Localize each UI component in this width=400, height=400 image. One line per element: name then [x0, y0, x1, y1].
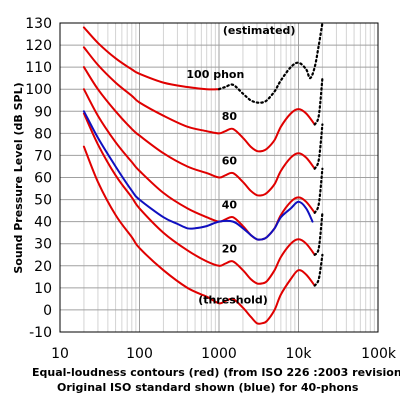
series-group — [82, 21, 324, 325]
plot-frame — [59, 22, 379, 333]
y-tick-label: 60 — [34, 171, 52, 187]
curve-label: (estimated) — [223, 24, 296, 37]
y-tick-label: 90 — [34, 104, 52, 120]
series-line — [82, 88, 316, 241]
y-tick-label: 50 — [34, 193, 52, 209]
series-line — [82, 110, 314, 241]
series-line — [82, 26, 220, 91]
y-tick-label: 70 — [34, 148, 52, 164]
caption-line-1: Equal-loudness contours (red) (from ISO … — [32, 366, 400, 379]
y-axis-label: Sound Pressure Level (dB SPL) — [12, 82, 25, 273]
series-line — [82, 112, 316, 285]
series-line — [313, 167, 324, 214]
y-tick-label: -10 — [29, 325, 52, 341]
caption-line-2: Original ISO standard shown (blue) for 4… — [57, 381, 359, 394]
curve-label: 100 phon — [186, 68, 244, 81]
series-line — [82, 145, 316, 325]
y-tick-label: 80 — [34, 126, 52, 142]
curve-label: 20 — [222, 243, 238, 256]
y-tick-label: 100 — [25, 82, 52, 98]
series-line — [313, 77, 324, 126]
series-line — [313, 123, 324, 170]
x-tick-labels: 10 100 1000 10k 100k — [51, 346, 397, 362]
y-tick-label: 130 — [25, 16, 52, 32]
y-tick-labels: -10 0 10 20 30 40 50 60 70 80 90 100 110 120 130 — [25, 16, 52, 341]
x-tick-label: 1000 — [201, 346, 237, 362]
y-tick-label: 120 — [25, 38, 52, 54]
y-tick-label: 0 — [43, 303, 52, 319]
x-tick-label: 100 — [126, 346, 153, 362]
y-tick-label: 30 — [34, 237, 52, 253]
series-line — [82, 66, 316, 197]
annotations-group: (estimated) 100 phon 80 60 40 20 (threshold) — [186, 24, 295, 306]
grid — [59, 22, 378, 333]
y-tick-label: 10 — [34, 281, 52, 297]
y-tick-label: 40 — [34, 215, 52, 231]
y-tick-label: 20 — [34, 259, 52, 275]
x-tick-label: 10 — [51, 346, 69, 362]
curve-label: (threshold) — [198, 293, 268, 306]
series-line — [82, 46, 316, 153]
y-tick-label: 110 — [25, 60, 52, 76]
series-line — [313, 253, 324, 287]
curve-label: 40 — [222, 198, 238, 211]
series-line — [217, 21, 324, 104]
x-tick-label: 100k — [361, 346, 397, 362]
curve-label: 60 — [222, 154, 238, 167]
series-line — [313, 211, 324, 256]
x-tick-label: 10k — [286, 346, 313, 362]
curve-label: 80 — [222, 110, 238, 123]
